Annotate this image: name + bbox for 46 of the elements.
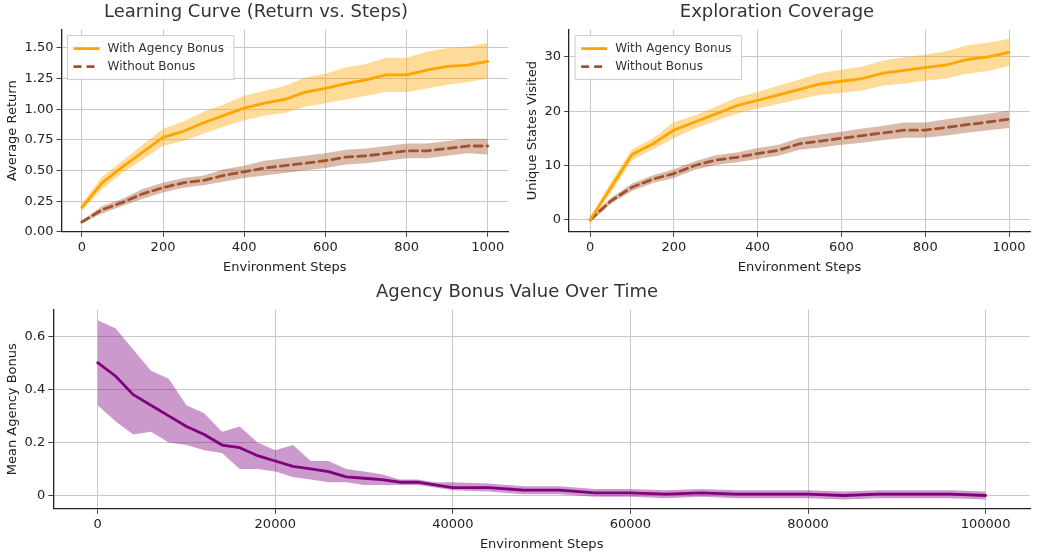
y-tick-label: 1.25 [24,69,54,85]
y-tick-label: 10 [544,156,562,172]
y-tick-label: 30 [544,48,562,64]
x-axis-title: Environment Steps [479,535,604,551]
chart-title: Exploration Coverage [679,0,875,22]
x-tick-label: 0 [77,238,86,254]
x-tick-label: 600 [312,238,338,254]
legend-label: Without Bonus [107,58,196,73]
x-tick-label: 400 [745,238,771,254]
x-tick-label: 60000 [609,515,652,531]
x-tick-label: 800 [912,238,938,254]
x-tick-label: 0 [585,238,595,254]
y-tick-label: 0.75 [24,131,54,147]
x-tick-label: 0 [93,515,102,531]
y-tick-label: 0.25 [24,192,54,208]
legend-label: With Agency Bonus [615,40,732,55]
x-axis-title: Environment Steps [737,258,862,274]
y-tick-label: 0.50 [24,161,54,177]
y-tick-label: 0.4 [24,380,46,396]
y-axis-title: Unique States Visited [524,61,540,201]
y-tick-label: 20 [544,102,562,118]
chart-title: Learning Curve (Return vs. Steps) [103,0,409,22]
x-axis-title: Environment Steps [223,258,347,274]
y-tick-label: 0 [552,211,562,227]
y-tick-label: 0.6 [24,327,46,343]
x-tick-label: 1000 [471,238,505,254]
y-axis-title: Average Return [4,80,20,182]
y-tick-label: 1.50 [24,39,54,55]
y-tick-label: 0.2 [24,433,46,449]
x-tick-label: 200 [661,238,687,254]
y-tick-label: 0.00 [24,223,54,239]
chart-title: Agency Bonus Value Over Time [376,280,658,302]
legend-label: Without Bonus [615,58,703,73]
y-axis-title: Mean Agency Bonus [4,342,20,476]
y-tick-label: 0 [36,486,46,502]
y-tick-label: 1.00 [24,100,54,116]
x-tick-label: 100000 [960,515,1011,531]
x-tick-label: 200 [150,238,176,254]
x-tick-label: 20000 [254,515,296,531]
legend-label: With Agency Bonus [107,40,224,55]
x-tick-label: 1000 [992,238,1026,254]
x-tick-label: 80000 [787,515,829,531]
x-tick-label: 600 [829,238,854,254]
x-tick-label: 800 [394,238,419,254]
x-tick-label: 40000 [432,515,474,531]
x-tick-label: 400 [231,238,257,254]
